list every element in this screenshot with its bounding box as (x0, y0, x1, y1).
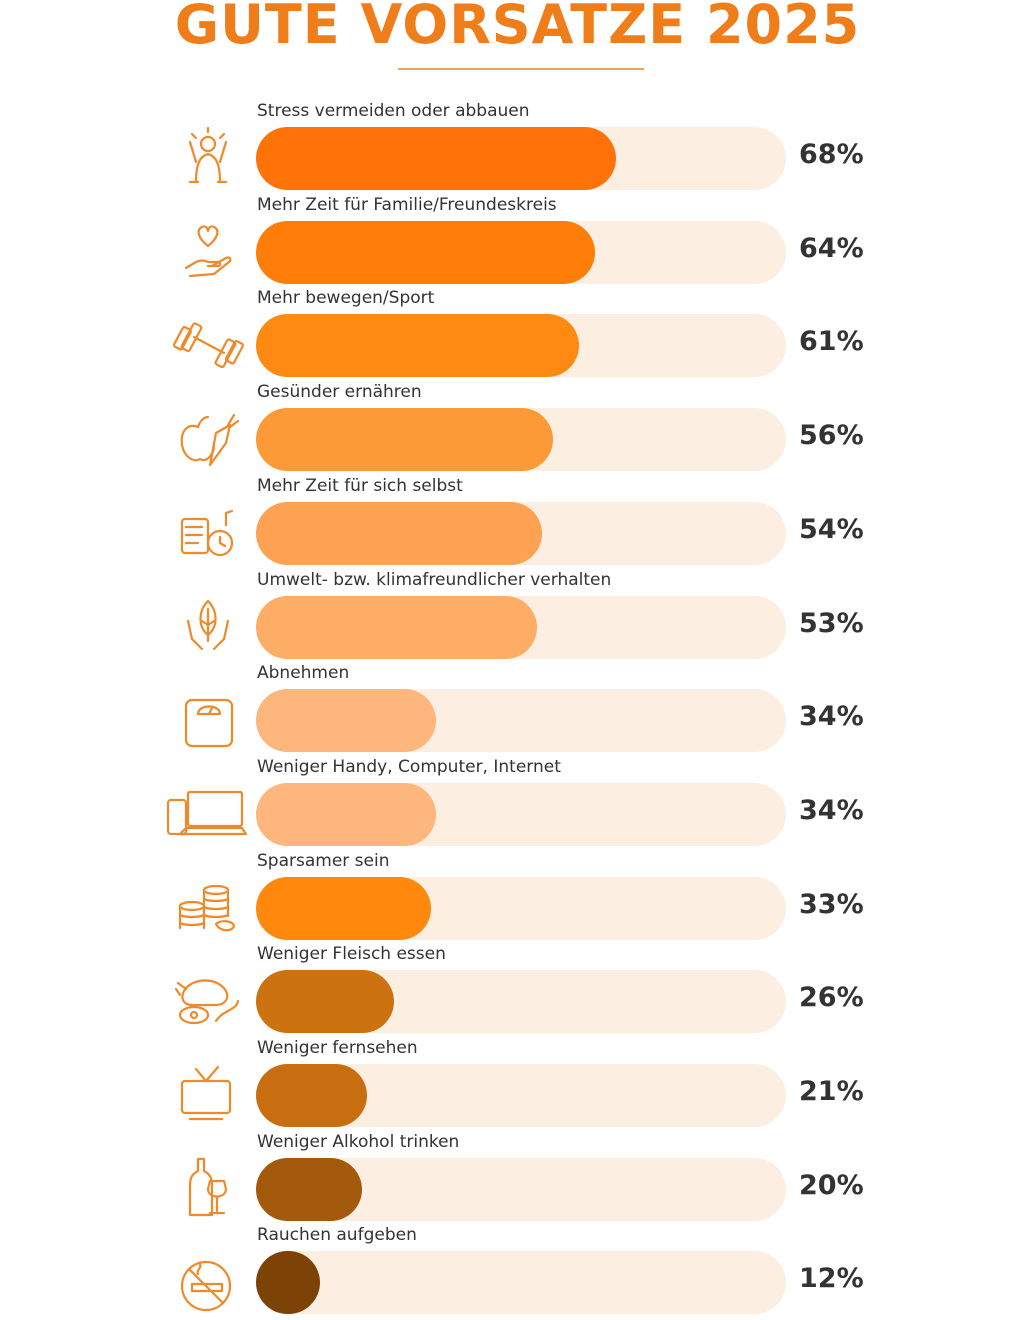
bar-fill (256, 782, 437, 846)
bar-label: Mehr Zeit für Familie/Freundeskreis (257, 194, 557, 215)
bar-value-label: 56% (799, 420, 864, 452)
bar-row: Rauchen aufgeben 12% (0, 1224, 1035, 1318)
bar-label: Abnehmen (257, 663, 350, 684)
bar-row: Mehr bewegen/Sport 61% (0, 287, 1035, 381)
bar-label: Umwelt- bzw. klimafreundlicher verhalten (257, 569, 612, 590)
bar-track (256, 1064, 786, 1127)
bar-fill (256, 314, 580, 378)
bar-track (256, 408, 786, 472)
bar-fill (256, 876, 431, 940)
bar-fill (256, 1251, 320, 1315)
bar-value-label: 20% (799, 1169, 864, 1201)
bar-row: Sparsamer sein 33% (0, 850, 1035, 944)
bar-label: Stress vermeiden oder abbauen (257, 101, 530, 121)
bar-row: Gesünder ernähren 56% (0, 381, 1035, 475)
coins-icon (168, 872, 248, 942)
bar-track (256, 1251, 786, 1315)
bar-track (256, 501, 786, 565)
stress-icon (168, 122, 248, 192)
bar-row: Weniger Fleisch essen 26% (0, 943, 1035, 1037)
bar-value-label: 61% (799, 326, 864, 358)
bar-fill (256, 970, 394, 1034)
scale-icon (168, 684, 248, 754)
bar-row: Mehr Zeit für Familie/Freundeskreis 64% (0, 194, 1035, 288)
bar-fill (256, 220, 596, 284)
bar-value-label: 68% (799, 139, 864, 170)
bar-row: Umwelt- bzw. klimafreundlicher verhalten… (0, 569, 1035, 663)
heart-hand-icon (168, 216, 248, 286)
bar-label: Rauchen aufgeben (257, 1225, 417, 1246)
bar-label: Mehr bewegen/Sport (257, 288, 435, 309)
bar-label: Gesünder ernähren (257, 382, 422, 403)
bar-label: Sparsamer sein (257, 850, 390, 871)
dumbbell-icon (168, 309, 248, 379)
bar-fill (256, 689, 437, 753)
bar-track (256, 1157, 786, 1221)
bar-label: Weniger Alkohol trinken (257, 1131, 460, 1152)
no-smoking-icon (168, 1246, 248, 1316)
bar-row: Mehr Zeit für sich selbst 54% (0, 475, 1035, 569)
bar-row: Weniger Handy, Computer, Internet 34% (0, 756, 1035, 850)
bar-value-label: 53% (799, 607, 864, 639)
bar-row: Abnehmen 34% (0, 662, 1035, 756)
bar-value-label: 21% (799, 1076, 864, 1107)
bar-value-label: 12% (799, 1263, 864, 1295)
apple-carrot-icon (168, 403, 248, 473)
bar-track (256, 689, 786, 753)
bar-fill (256, 127, 617, 190)
bar-fill (256, 408, 553, 472)
relax-clock-icon (168, 497, 248, 567)
chart-title: GUTE VORSATZE 2025 (174, 0, 861, 56)
bar-track (256, 876, 786, 940)
bar-track (256, 970, 786, 1034)
bar-track (256, 595, 786, 659)
wine-icon (168, 1153, 248, 1223)
bar-track (256, 220, 786, 284)
bar-track (256, 314, 786, 378)
bar-row: Weniger Alkohol trinken 20% (0, 1131, 1035, 1225)
bar-value-label: 54% (799, 513, 864, 545)
title-divider (398, 68, 644, 70)
bar-row: Stress vermeiden oder abbauen 68% (0, 100, 1035, 194)
bar-fill (256, 501, 543, 565)
meat-icon (168, 965, 248, 1035)
bar-value-label: 64% (799, 232, 864, 264)
bar-value-label: 33% (799, 888, 864, 920)
bar-label: Weniger Handy, Computer, Internet (257, 756, 561, 777)
bar-fill (256, 1064, 368, 1127)
bar-fill (256, 1157, 362, 1221)
bar-value-label: 34% (799, 794, 864, 826)
bar-label: Weniger fernsehen (257, 1038, 418, 1058)
bar-row: Weniger fernsehen 21% (0, 1037, 1035, 1131)
bar-label: Weniger Fleisch essen (257, 944, 446, 965)
devices-icon (166, 778, 248, 848)
bar-track (256, 782, 786, 846)
tv-icon (168, 1059, 248, 1129)
bar-label: Mehr Zeit für sich selbst (257, 475, 463, 496)
bar-track (256, 127, 786, 190)
leaf-hands-icon (168, 591, 248, 661)
bar-value-label: 34% (799, 701, 864, 733)
bar-fill (256, 595, 537, 659)
bar-value-label: 26% (799, 982, 864, 1014)
